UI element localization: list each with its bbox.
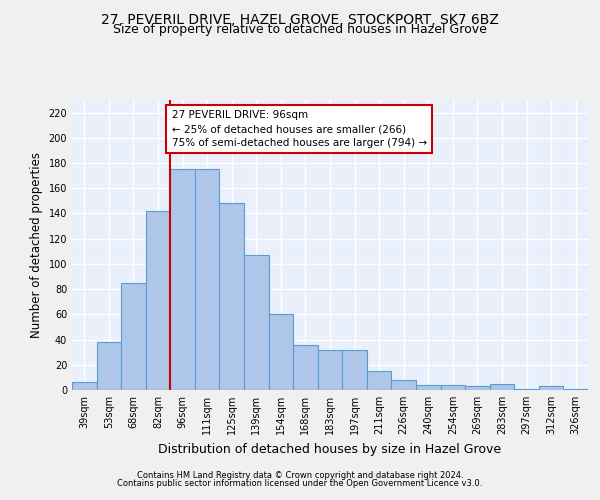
Text: Contains public sector information licensed under the Open Government Licence v3: Contains public sector information licen… [118, 478, 482, 488]
Bar [170, 170, 195, 390]
Bar [367, 371, 391, 390]
Bar [146, 211, 170, 390]
Bar [514, 388, 539, 390]
Bar [318, 350, 342, 390]
Bar [72, 382, 97, 390]
Bar [220, 204, 244, 390]
Bar [391, 380, 416, 390]
Text: Size of property relative to detached houses in Hazel Grove: Size of property relative to detached ho… [113, 22, 487, 36]
Bar [121, 283, 146, 390]
Bar [490, 384, 514, 390]
Bar [97, 342, 121, 390]
Y-axis label: Number of detached properties: Number of detached properties [30, 152, 43, 338]
Bar [342, 350, 367, 390]
Text: Distribution of detached houses by size in Hazel Grove: Distribution of detached houses by size … [158, 442, 502, 456]
Text: Contains HM Land Registry data © Crown copyright and database right 2024.: Contains HM Land Registry data © Crown c… [137, 471, 463, 480]
Bar [293, 344, 318, 390]
Text: 27 PEVERIL DRIVE: 96sqm
← 25% of detached houses are smaller (266)
75% of semi-d: 27 PEVERIL DRIVE: 96sqm ← 25% of detache… [172, 110, 427, 148]
Bar [269, 314, 293, 390]
Bar [416, 385, 440, 390]
Bar [465, 386, 490, 390]
Bar [440, 385, 465, 390]
Bar [539, 386, 563, 390]
Text: 27, PEVERIL DRIVE, HAZEL GROVE, STOCKPORT, SK7 6BZ: 27, PEVERIL DRIVE, HAZEL GROVE, STOCKPOR… [101, 12, 499, 26]
Bar [195, 170, 220, 390]
Bar [244, 255, 269, 390]
Bar [563, 388, 588, 390]
